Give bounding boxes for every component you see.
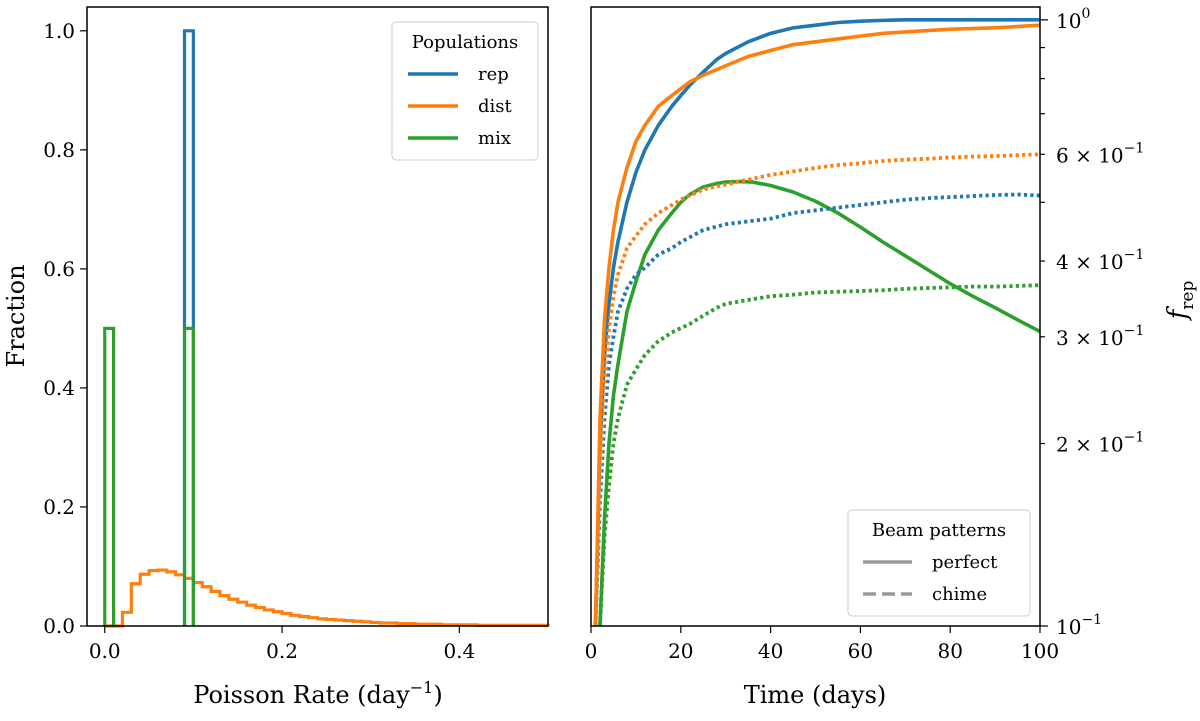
legend-label-rep: rep xyxy=(478,64,509,85)
left-y-tick-label: 1.0 xyxy=(43,19,75,43)
right-x-ticks: 0 20 40 60 80 100 xyxy=(585,626,1059,663)
left-histogram-bars xyxy=(103,29,550,628)
line-dist-perfect xyxy=(593,23,1041,627)
legend-label-mix: mix xyxy=(478,128,511,149)
beam-legend-box xyxy=(847,509,1031,617)
populations-legend: Populations rep dist mix xyxy=(391,21,539,161)
left-x-tick-label: 0.2 xyxy=(266,639,298,663)
left-y-ticks: 0.0 0.2 0.4 0.6 0.8 1.0 xyxy=(43,19,87,638)
right-y-major-label: 100 xyxy=(1056,6,1090,33)
right-y-axis-label: frep xyxy=(1163,281,1198,322)
left-y-tick-label: 0.0 xyxy=(43,614,75,638)
populations-legend-box xyxy=(391,21,539,161)
right-y-minor-label: 2 × 10−1 xyxy=(1056,430,1144,457)
right-x-tick-label: 40 xyxy=(758,639,783,663)
legend-label-dist: dist xyxy=(478,96,513,117)
left-x-axis-label: Poisson Rate (day−1) xyxy=(193,678,442,709)
line-dist-chime xyxy=(593,152,1041,627)
right-line-series xyxy=(593,18,1041,627)
left-y-axis-label: Fraction xyxy=(2,264,30,367)
hist-outline-mix xyxy=(103,326,195,626)
right-y-major-label: 10−1 xyxy=(1056,612,1102,639)
left-y-tick-label: 0.2 xyxy=(43,495,75,519)
beam-legend-title: Beam patterns xyxy=(872,520,1006,541)
left-y-tick-label: 0.6 xyxy=(43,257,75,281)
right-axes-frame xyxy=(590,6,1041,627)
left-axes-frame xyxy=(86,6,549,627)
right-x-tick-label: 20 xyxy=(668,639,693,663)
line-rep-chime xyxy=(593,192,1041,627)
left-x-ticks: 0.0 0.2 0.4 xyxy=(89,626,475,663)
populations-legend-title: Populations xyxy=(412,32,518,53)
right-y-minor-label: 6 × 10−1 xyxy=(1056,140,1144,167)
left-y-tick-label: 0.8 xyxy=(43,138,75,162)
right-x-axis-label: Time (days) xyxy=(744,681,887,709)
legend-label-perfect: perfect xyxy=(932,552,998,573)
line-rep-perfect xyxy=(593,18,1040,627)
left-x-tick-label: 0.4 xyxy=(443,639,475,663)
hist-outline-dist xyxy=(104,568,550,628)
legend-label-chime: chime xyxy=(932,584,987,605)
line-mix-perfect xyxy=(598,179,1041,627)
right-y-minor-label: 4 × 10−1 xyxy=(1056,247,1144,274)
right-x-tick-label: 80 xyxy=(937,639,962,663)
right-y-ticks: 10−1 100 2 × 10−1 3 × 10−1 4 × 10−1 6 × 10−1 xyxy=(1040,6,1144,639)
beam-patterns-legend: Beam patterns perfect chime xyxy=(847,509,1031,617)
right-x-tick-label: 100 xyxy=(1021,639,1059,663)
right-x-tick-label: 60 xyxy=(848,639,873,663)
right-x-tick-label: 0 xyxy=(585,639,598,663)
left-y-tick-label: 0.4 xyxy=(43,376,75,400)
right-y-minor-label: 3 × 10−1 xyxy=(1056,323,1144,350)
left-histogram-panel: 0.0 0.2 0.4 0.0 0.2 0.4 0.6 0.8 1.0 Poisson Rat… xyxy=(2,6,550,709)
line-mix-chime xyxy=(598,283,1041,627)
left-x-tick-label: 0.0 xyxy=(89,639,121,663)
